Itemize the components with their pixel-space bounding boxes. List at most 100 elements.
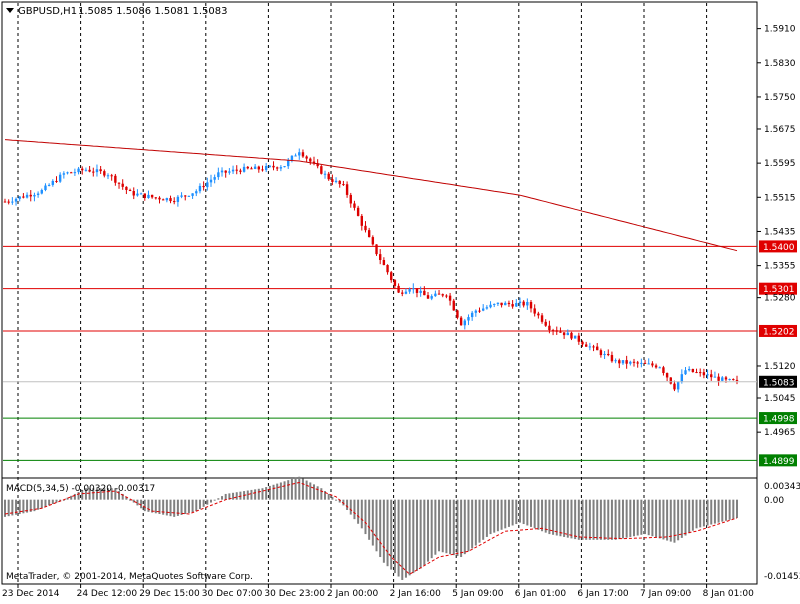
candle-body xyxy=(235,169,238,171)
copyright-text: MetaTrader, © 2001-2014, MetaQuotes Soft… xyxy=(6,572,253,582)
macd-histogram-bar xyxy=(320,488,323,500)
macd-histogram-bar xyxy=(537,499,540,530)
candle-body xyxy=(596,346,599,351)
candle-body xyxy=(426,295,430,299)
macd-histogram-bar xyxy=(474,499,477,546)
candle-body xyxy=(209,179,213,183)
macd-histogram-bar xyxy=(728,499,731,520)
candle-body xyxy=(47,184,51,186)
candle-body xyxy=(610,355,614,362)
candle-body xyxy=(640,362,643,364)
macd-histogram-bar xyxy=(162,499,165,515)
macd-histogram-bar xyxy=(95,488,98,500)
candle-body xyxy=(673,383,676,390)
level-tag-label: 1.4899 xyxy=(763,457,795,467)
macd-histogram-bar xyxy=(507,499,510,527)
candle-body xyxy=(360,215,364,226)
candle-body xyxy=(95,169,99,173)
candle-body xyxy=(88,169,91,172)
price-tick-label: 1.5355 xyxy=(764,262,796,272)
candle-body xyxy=(198,185,202,192)
candle-body xyxy=(283,166,286,168)
macd-histogram-bar xyxy=(644,499,647,535)
current-price-label: 1.5083 xyxy=(763,378,795,388)
symbol-label[interactable]: GBPUSD,H1 xyxy=(18,6,77,17)
time-tick-label: 5 Jan 09:00 xyxy=(452,589,504,599)
vertical-grid xyxy=(17,3,708,584)
macd-histogram-bar xyxy=(368,499,371,540)
candle-body xyxy=(55,180,58,182)
macd-histogram-bar xyxy=(721,499,724,522)
candle-body xyxy=(702,372,706,376)
candle-body xyxy=(537,313,540,316)
candle-body xyxy=(522,301,525,306)
level-tag xyxy=(759,240,797,253)
candle-body xyxy=(393,280,397,286)
price-axis: 1.5910 1.5830 1.5750 1.5675 1.5595 1.5515 1.54… xyxy=(757,25,796,438)
macd-panel-frame xyxy=(1,477,758,585)
candle-body xyxy=(132,190,135,196)
macd-histogram-bar xyxy=(647,499,650,536)
candle-body xyxy=(419,290,422,293)
candle-body xyxy=(114,175,117,183)
macd-histogram-bar xyxy=(265,487,268,500)
macd-histogram-bar xyxy=(655,499,658,538)
macd-histogram-bar xyxy=(257,488,260,500)
candle-body xyxy=(691,368,695,373)
candle-body xyxy=(191,193,194,196)
candle-body xyxy=(217,172,220,178)
macd-histogram-bar xyxy=(592,499,595,540)
candle-body xyxy=(195,191,198,194)
candle-body xyxy=(320,166,323,174)
candle-body xyxy=(272,165,275,168)
candle-body xyxy=(592,346,595,348)
macd-histogram-bar xyxy=(438,499,441,552)
candle-body xyxy=(246,166,249,169)
level-tag xyxy=(759,454,797,467)
macd-histogram-bar xyxy=(158,499,161,515)
macd-histogram-bar xyxy=(633,499,636,537)
macd-histogram-bar xyxy=(695,499,698,529)
candle-body xyxy=(621,360,625,364)
time-tick-label: 30 Dec 23:00 xyxy=(264,589,325,599)
current-price-tag xyxy=(759,375,797,388)
macd-histogram-bar xyxy=(445,499,448,554)
macd-histogram-bar xyxy=(228,493,231,500)
ohlc-readout: 1.5085 1.5086 1.5081 1.5083 xyxy=(78,6,228,17)
macd-histogram-bar xyxy=(471,499,474,549)
candle-body xyxy=(735,379,739,381)
candle-body xyxy=(636,362,639,364)
candle-body xyxy=(551,330,555,332)
candle-body xyxy=(11,201,14,203)
macd-histogram-bar xyxy=(713,499,716,524)
price-tick-label: 1.5675 xyxy=(764,125,796,135)
macd-histogram-bar xyxy=(55,499,58,503)
candle-body xyxy=(364,225,367,231)
candle-body xyxy=(110,175,113,177)
candle-body xyxy=(566,332,569,336)
candle-body xyxy=(397,285,400,293)
time-tick-label: 8 Jan 01:00 xyxy=(703,589,755,599)
candle-body xyxy=(695,372,698,374)
macd-histogram-bar xyxy=(206,499,209,505)
symbol-dropdown-icon[interactable] xyxy=(6,8,14,13)
macd-label: MACD(5,34,5) -0.00320 -0.00317 xyxy=(6,484,155,494)
macd-histogram-bar xyxy=(209,499,212,503)
macd-histogram-bar xyxy=(702,499,705,527)
candle-body xyxy=(390,272,393,281)
candle-body xyxy=(452,300,455,311)
candle-body xyxy=(481,308,485,311)
macd-histogram-bar xyxy=(541,499,544,532)
price-tick-label: 1.4965 xyxy=(764,428,796,438)
candle-body xyxy=(643,362,647,364)
candle-body xyxy=(206,182,209,188)
candle-body xyxy=(500,302,503,306)
current-price-marker: 1.5083 xyxy=(3,375,797,388)
macd-scale-top: 0.00343 xyxy=(764,482,800,492)
price-tick-label: 1.5045 xyxy=(764,394,796,404)
macd-histogram-bar xyxy=(298,476,301,500)
candle-body xyxy=(338,180,341,185)
macd-histogram-bar xyxy=(77,492,80,500)
candle-body xyxy=(710,374,713,378)
